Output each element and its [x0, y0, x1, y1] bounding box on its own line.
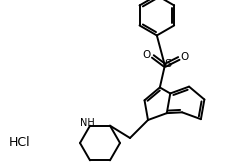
Text: S: S: [164, 59, 171, 69]
Text: O: O: [143, 50, 151, 60]
Text: O: O: [181, 52, 189, 62]
Text: HCl: HCl: [9, 136, 31, 149]
Text: NH: NH: [80, 118, 95, 128]
